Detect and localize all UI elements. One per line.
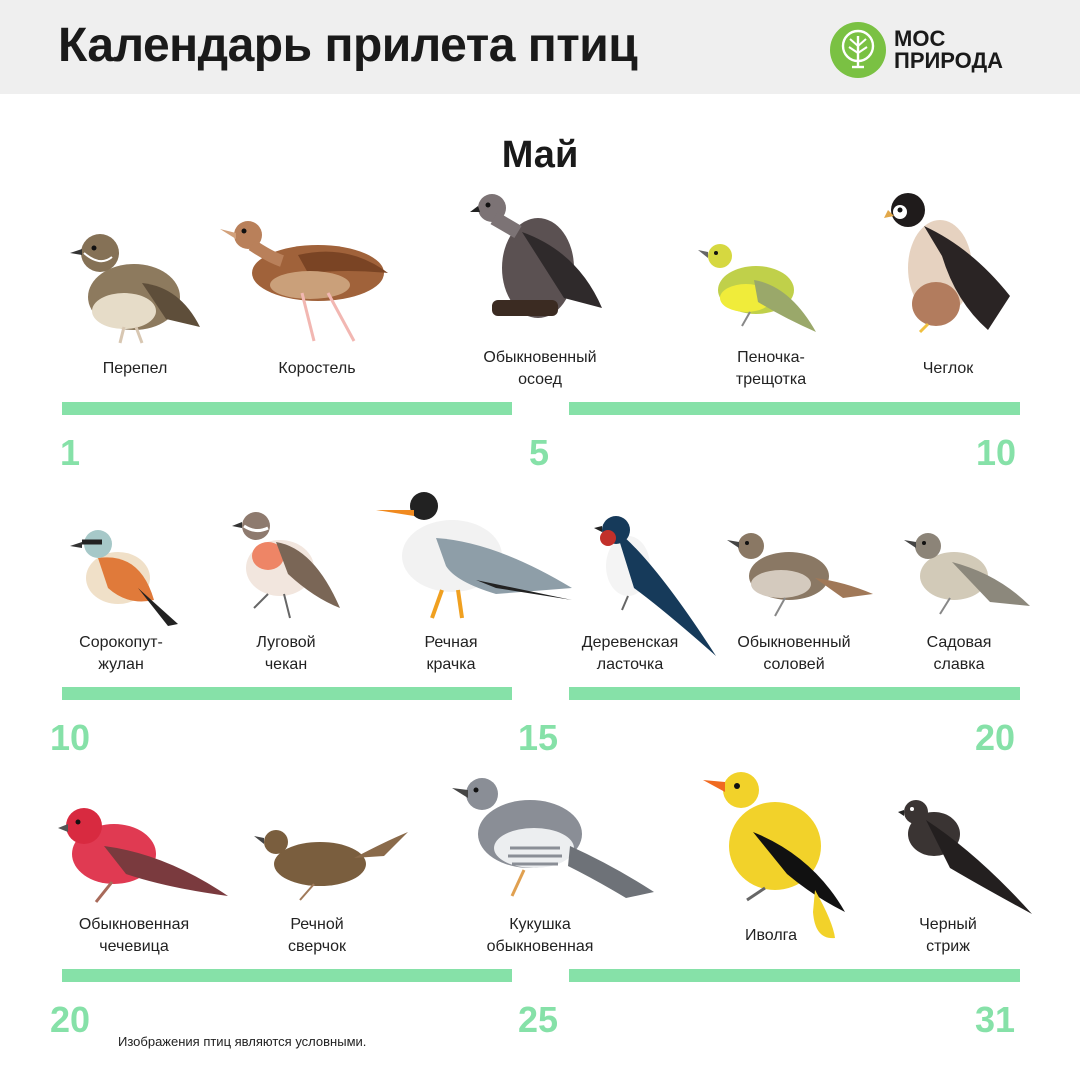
bird-label-common-rosefinch: Обыкновенная чечевица <box>78 916 190 955</box>
quail-illustration <box>70 234 200 344</box>
timeline-bar <box>62 402 512 415</box>
timeline-bar <box>569 687 1020 700</box>
corncrake-illustration <box>220 221 388 342</box>
golden-oriole-illustration <box>703 772 845 939</box>
day-label: 20 <box>50 999 91 1040</box>
timeline-bar <box>62 969 512 982</box>
common-rosefinch-illustration <box>58 808 228 903</box>
hobby-falcon-illustration <box>884 193 1010 334</box>
tree-icon <box>830 22 886 78</box>
day-label: 5 <box>529 432 550 473</box>
common-tern-illustration <box>376 492 572 619</box>
river-warbler-illustration <box>254 830 408 901</box>
day-label: 10 <box>50 717 91 758</box>
honey-buzzard-illustration <box>470 194 602 318</box>
bird-label-common-swift: Черный стриж <box>919 916 977 955</box>
red-backed-shrike-illustration <box>70 530 178 626</box>
bird-label-common-cuckoo: Кукушка обыкновенная <box>486 916 594 955</box>
disclaimer-note: Изображения птиц являются условными. <box>118 1034 367 1049</box>
timeline-bar <box>569 969 1020 982</box>
nightingale-illustration <box>727 533 873 617</box>
logo-line-2: ПРИРОДА <box>894 48 1004 73</box>
bird-label-wood-warbler: Пеночка-трещотка <box>735 349 807 388</box>
whinchat-illustration <box>232 512 340 619</box>
bird-label-river-warbler: Речной сверчок <box>288 916 346 955</box>
bird-label-whinchat: Луговой чекан <box>256 634 316 673</box>
mospriroda-logo[interactable]: МОС ПРИРОДА <box>830 22 1030 80</box>
common-swift-illustration <box>898 800 1032 914</box>
bird-label-garden-warbler: Садовая славка <box>926 634 992 673</box>
common-cuckoo-illustration <box>452 778 654 898</box>
bird-label-honey-buzzard: Обыкновенный осоед <box>483 349 597 388</box>
bird-label-red-backed-shrike: Сорокопут-жулан <box>79 634 163 673</box>
day-label: 10 <box>976 432 1017 473</box>
day-label: 25 <box>518 999 559 1040</box>
day-label: 1 <box>60 432 81 473</box>
bird-label-hobby: Чеглок <box>922 360 974 377</box>
timeline-bar <box>62 687 512 700</box>
day-label: 31 <box>975 999 1016 1040</box>
bird-label-barn-swallow: Деревенская ласточка <box>581 634 679 673</box>
logo-text: МОС ПРИРОДА <box>894 28 1003 72</box>
month-heading: Май <box>501 134 579 176</box>
page-title: Календарь прилета птиц <box>58 19 638 72</box>
day-label: 20 <box>975 717 1016 758</box>
header: Календарь прилета птиц МОС ПРИРОДА <box>0 0 1080 94</box>
wood-warbler-illustration <box>698 244 816 332</box>
bird-label-corncrake: Коростель <box>278 360 356 377</box>
garden-warbler-illustration <box>904 533 1030 615</box>
timeline-bar <box>569 402 1020 415</box>
bird-label-common-tern: Речная крачка <box>424 634 478 673</box>
bird-label-nightingale: Обыкновенный соловей <box>737 634 851 673</box>
bird-label-quail: Перепел <box>102 360 168 377</box>
barn-swallow-illustration <box>594 516 716 656</box>
logo-line-1: МОС <box>894 26 946 51</box>
day-label: 15 <box>518 717 559 758</box>
bird-label-golden-oriole: Иволга <box>744 927 798 944</box>
